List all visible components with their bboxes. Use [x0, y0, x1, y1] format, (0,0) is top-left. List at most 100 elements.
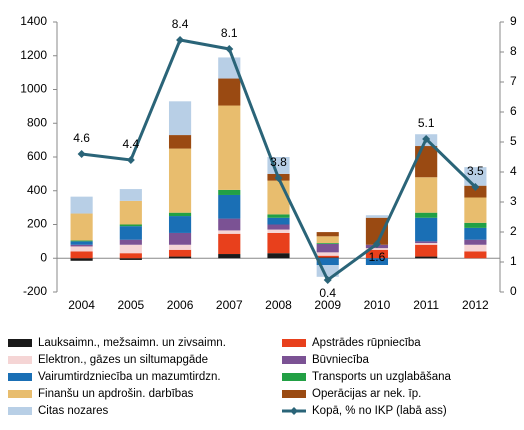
bar-segment [119, 200, 142, 225]
line-marker [126, 156, 135, 164]
line-marker [372, 240, 381, 248]
legend-label: Elektron., gāzes un siltumapgāde [38, 354, 208, 366]
bar-segment [316, 265, 339, 277]
legend-label: Kopā, % no IKP (labā ass) [312, 405, 447, 417]
bar-segment [70, 240, 93, 242]
line-marker [225, 45, 234, 53]
legend-swatch [8, 339, 32, 347]
y-tick-label: 600 [27, 149, 47, 163]
bar-segment [415, 146, 438, 178]
y2-tick-label: 7 [510, 74, 517, 88]
bar-segment [316, 232, 339, 237]
bar-segment [464, 251, 487, 259]
x-tick-label: 2012 [462, 298, 489, 312]
bar-segment [267, 229, 290, 233]
legend-swatch [282, 373, 306, 381]
data-label: 0.4 [319, 286, 336, 300]
bar-segment [415, 177, 438, 213]
bar-segment [464, 239, 487, 245]
line-marker [422, 135, 431, 143]
legend-label: Vairumtirdzniecība un mazumtirdzn. [38, 371, 221, 383]
data-label: 8.4 [172, 17, 189, 31]
bar-segment [70, 251, 93, 259]
bar-segment [119, 226, 142, 240]
bar-segment [415, 243, 438, 245]
bar-segment [218, 254, 241, 259]
line-marker [323, 276, 332, 284]
bar-segment [316, 252, 339, 256]
x-tick-label: 2008 [265, 298, 292, 312]
bar-segment [267, 224, 290, 230]
bar-segment [267, 214, 290, 218]
x-tick-label: 2006 [167, 298, 194, 312]
bar-segment [168, 148, 192, 213]
bar-segment [70, 241, 93, 245]
bar-segment [119, 239, 142, 245]
bar-segment [316, 243, 339, 244]
y2-tick-label: 8 [510, 44, 517, 58]
bar-segment [218, 233, 241, 255]
legend-label: Būvniecība [312, 354, 370, 366]
bar-segment [365, 248, 389, 250]
bar-segment [218, 105, 241, 190]
bar-segment [365, 258, 389, 265]
y2-tick-label: 3 [510, 194, 517, 208]
bar-segment [218, 189, 241, 195]
legend-swatch [282, 390, 306, 398]
bar-segment [464, 197, 487, 223]
legend-label: Apstrādes rūpniecība [312, 337, 421, 349]
bar-segment [168, 232, 192, 245]
bar-segment [119, 224, 142, 227]
line-marker [77, 150, 86, 158]
legend-label: Transports un uzglabāšana [312, 371, 452, 383]
legend-swatch [8, 407, 32, 415]
legend-swatch [282, 356, 306, 364]
x-tick-label: 2011 [413, 298, 439, 312]
data-label: 3.8 [270, 155, 287, 169]
y2-tick-label: 5 [510, 134, 517, 148]
bar-segment [316, 243, 339, 253]
bar-segment [415, 244, 438, 257]
legend-swatch [282, 339, 306, 347]
bar-segment [70, 246, 93, 252]
x-tick-label: 2010 [364, 298, 391, 312]
bar-segment [218, 230, 241, 234]
bar-segment [365, 249, 389, 259]
data-label: 4.4 [122, 137, 139, 151]
legend-swatch [8, 390, 32, 398]
bar-segment [70, 244, 93, 247]
bar-segment [415, 217, 438, 242]
bar-segment [119, 244, 142, 254]
line-marker [471, 183, 480, 191]
x-tick-label: 2004 [68, 298, 95, 312]
bar-segment [365, 217, 389, 245]
bar-segment [415, 256, 438, 259]
line-marker [176, 36, 185, 44]
bar-segment [316, 236, 339, 244]
bar-segment [168, 249, 192, 257]
x-tick-label: 2009 [314, 298, 341, 312]
bar-segment [218, 194, 241, 219]
bar-segment [316, 258, 339, 265]
bar-segment [119, 253, 142, 259]
bar-segment [70, 258, 93, 261]
x-tick-label: 2007 [216, 298, 243, 312]
bar-segment [168, 244, 192, 250]
y2-tick-label: 6 [510, 104, 517, 118]
bar-segment [218, 218, 241, 231]
bar-segment [464, 244, 487, 252]
x-tick-label: 2005 [117, 298, 144, 312]
legend-label: Citas nozares [38, 405, 109, 417]
bar-segment [267, 253, 290, 259]
data-label: 4.6 [73, 131, 90, 145]
line-marker [274, 174, 283, 182]
data-label: 5.1 [418, 116, 435, 130]
bar-segment [119, 258, 142, 260]
bar-segment [415, 241, 438, 244]
y-tick-label: 0 [40, 250, 47, 264]
bar-segment [415, 212, 438, 218]
bar-segment [168, 135, 192, 149]
bar-segment [119, 189, 142, 201]
y-tick-label: 1000 [20, 82, 47, 96]
bar-segment [464, 222, 487, 228]
